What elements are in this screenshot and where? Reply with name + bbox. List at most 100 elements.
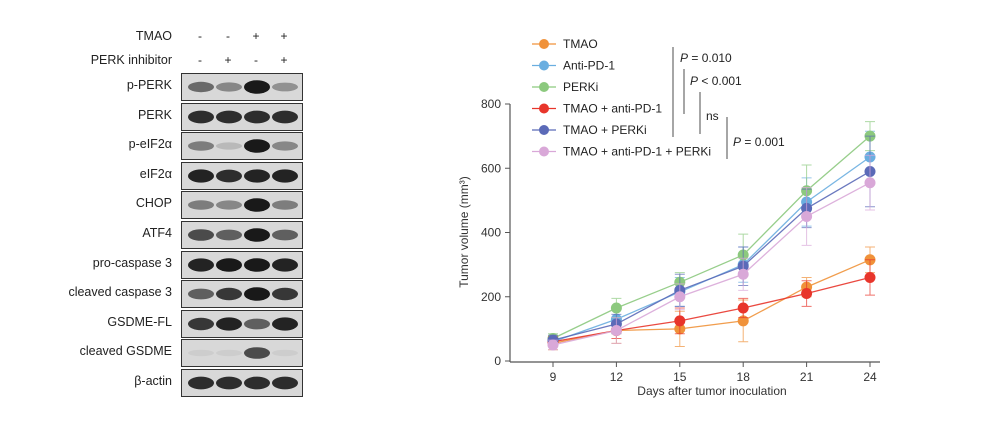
blot-band [244,228,270,242]
blot-strip [181,73,303,101]
blot-row-label: p-PERK [126,78,172,92]
data-point [610,324,622,336]
condition-sign: - [226,29,230,43]
series-line [552,135,871,340]
series-line [552,182,871,346]
blot-row-label: β-actin [134,374,172,388]
legend-label: TMAO + anti-PD-1 [563,102,662,116]
blot-strip [181,191,303,220]
blot-row-label: p-eIF2α [128,137,172,152]
blot-strip [181,309,303,338]
legend-marker [539,125,549,135]
condition-sign: + [224,53,232,67]
blot-band [272,169,298,183]
blot-band [244,376,270,390]
blot-band [272,350,298,357]
blot-band [216,317,242,331]
blot-band [272,82,298,92]
blot-row-label: CHOP [135,196,172,211]
blot-strip [181,161,303,190]
x-tick-label: 15 [673,370,687,384]
data-point [547,339,559,351]
blot-band [188,317,214,330]
legend-label: TMAO + anti-PD-1 + PERKi [563,145,711,159]
blot-strip [181,132,303,161]
data-point [864,177,876,189]
blot-band [272,317,298,331]
blot-band [244,257,270,272]
blot-row-label: PERK [137,107,172,122]
legend-marker [539,146,549,157]
blot-band [244,139,270,153]
series-line [552,170,871,341]
blot-band [244,80,270,94]
significance-label: ns [706,109,719,123]
blot-band [244,110,270,123]
blot-band [216,110,242,123]
blot-band [188,81,214,93]
blot-band [272,110,298,123]
blot-band [272,141,298,151]
condition-sign: + [280,53,288,67]
series-line [552,276,871,343]
blot-band [216,287,242,301]
blot-band [272,257,298,272]
blot-band [216,142,242,150]
y-tick-label: 600 [481,161,501,175]
data-point [674,315,686,327]
blot-band [244,169,270,183]
y-tick-label: 0 [494,354,501,368]
blot-band [272,376,298,390]
blot-band [216,229,242,241]
condition-label: PERK inhibitor [90,53,172,67]
blot-band [216,257,242,272]
significance-label: P = 0.001 [733,135,785,149]
condition-sign: - [254,53,258,67]
x-axis-label: Days after tumor inoculation [637,384,786,398]
x-tick-label: 12 [610,370,624,384]
blot-band [216,376,242,390]
legend-marker [539,103,549,114]
blot-row-label: cleaved caspase 3 [68,285,172,300]
legend-label: PERKi [563,80,598,94]
blot-band [188,229,214,241]
blot-band [272,287,298,301]
blot-band [244,318,270,330]
x-tick-label: 18 [737,370,751,384]
blot-band [188,257,214,272]
x-tick-label: 24 [863,370,877,384]
data-point [801,288,813,300]
blot-row-label: cleaved GSDME [79,344,172,359]
legend-marker [539,82,549,92]
blot-strip [181,250,303,279]
condition-sign: - [198,53,202,67]
blot-band [188,350,214,357]
blot-strip [181,102,303,131]
data-point [674,291,686,303]
blot-row-label: GSDME-FL [107,314,172,329]
blot-band [272,229,298,241]
x-tick-label: 9 [550,370,557,384]
blot-band [188,110,214,123]
legend-marker [539,60,549,71]
blot-band [216,82,242,92]
blot-band [244,198,270,213]
blot-band [216,350,242,357]
condition-sign: - [198,29,202,43]
y-tick-label: 200 [481,290,501,304]
blot-band [244,287,270,301]
significance-label: P < 0.001 [690,74,742,88]
blot-band [188,141,214,151]
blot-band [188,200,214,211]
blot-row-label: pro-caspase 3 [92,255,172,270]
data-point [801,210,813,222]
blot-strip [181,339,303,368]
x-tick-label: 21 [800,370,814,384]
data-point [864,271,876,283]
blot-strip [181,221,303,249]
y-axis-label: Tumor volume (mm³) [457,176,471,288]
condition-sign: + [252,29,260,43]
legend-marker [539,39,549,49]
condition-label: TMAO [135,29,172,43]
